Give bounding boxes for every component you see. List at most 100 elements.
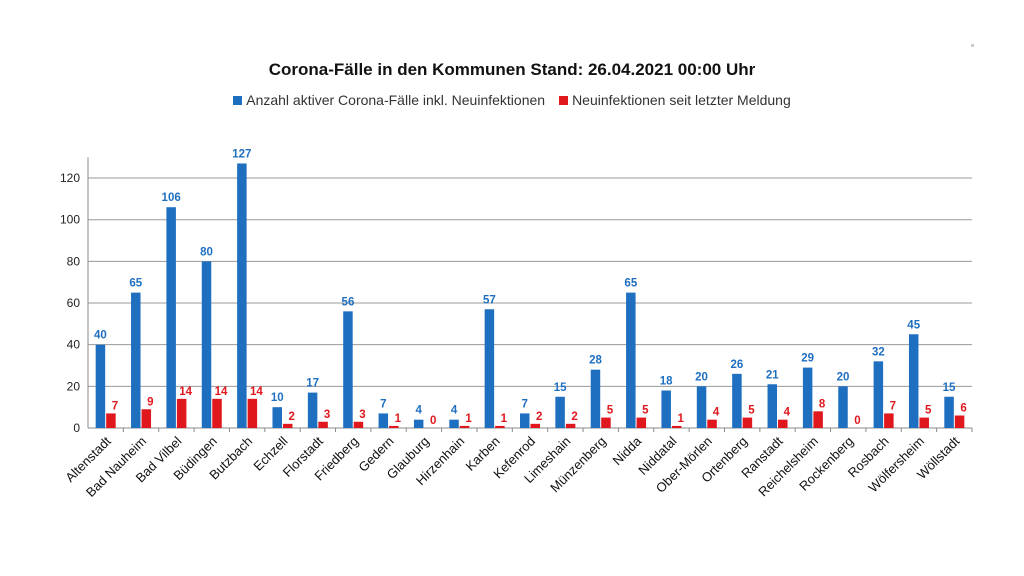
value-label-active: 80 (200, 246, 213, 258)
bar-new (530, 423, 540, 428)
value-label-new: 14 (250, 386, 263, 398)
value-label-new: 14 (179, 386, 192, 398)
y-tick-label: 40 (67, 338, 81, 352)
value-label-active: 45 (907, 319, 920, 331)
value-label-active: 57 (483, 294, 496, 306)
bar-active (272, 407, 282, 428)
value-label-new: 7 (890, 400, 896, 412)
bar-active (520, 413, 530, 428)
bar-active (307, 392, 318, 428)
value-label-new: 6 (960, 403, 966, 415)
value-label-new: 0 (854, 415, 860, 427)
y-tick-label: 120 (60, 171, 80, 185)
chart-title: Corona-Fälle in den Kommunen Stand: 26.0… (268, 60, 756, 79)
value-label-new: 4 (713, 407, 720, 419)
bar-new (353, 421, 364, 428)
value-label-new: 9 (147, 396, 153, 408)
value-label-new: 14 (215, 386, 228, 398)
value-label-new: 3 (324, 409, 330, 421)
value-label-new: 2 (571, 411, 577, 423)
bar-new (954, 415, 965, 428)
y-tick-label: 0 (73, 421, 80, 435)
value-label-new: 2 (536, 411, 542, 423)
value-label-new: 2 (289, 411, 295, 423)
legend-swatch-active (233, 95, 243, 105)
value-label-active: 65 (129, 278, 142, 290)
value-label-new: 7 (112, 400, 118, 412)
value-label-active: 15 (943, 382, 956, 394)
bar-new (106, 413, 116, 428)
value-label-new: 1 (465, 413, 472, 425)
bar-active (732, 373, 742, 428)
y-tick-label: 20 (67, 379, 81, 393)
value-label-active: 40 (94, 330, 107, 342)
bar-active (201, 261, 212, 428)
value-label-active: 65 (624, 278, 637, 290)
value-label-new: 5 (748, 405, 755, 417)
bar-new (141, 409, 152, 428)
bar-active (802, 367, 813, 428)
value-label-new: 5 (925, 405, 932, 417)
bar-active (767, 384, 778, 428)
bar-active (131, 292, 141, 428)
bar-active (449, 419, 459, 428)
value-label-active: 29 (801, 353, 814, 365)
legend-label-active: Anzahl aktiver Corona-Fälle inkl. Neuinf… (246, 92, 546, 108)
bar-new (636, 417, 647, 428)
value-label-active: 20 (837, 371, 850, 383)
value-label-active: 32 (872, 346, 885, 358)
value-label-new: 1 (501, 413, 508, 425)
bar-active (908, 334, 919, 428)
bar-new (884, 413, 894, 428)
legend-item-new: Neuinfektionen seit letzter Meldung (559, 92, 791, 108)
bar-active (237, 163, 247, 429)
bar-active (484, 309, 495, 428)
value-label-active: 7 (522, 398, 528, 410)
bar-new (707, 419, 717, 428)
legend: Anzahl aktiver Corona-Fälle inkl. Neuinf… (0, 92, 1024, 108)
bar-new (282, 423, 293, 428)
bar-active (378, 413, 389, 428)
bar-new (176, 398, 187, 428)
bar-active (95, 344, 106, 428)
y-tick-label: 80 (67, 254, 81, 268)
bar-new (565, 423, 576, 428)
value-label-new: 1 (677, 413, 684, 425)
bar-active (838, 386, 848, 428)
bar-active (661, 390, 671, 428)
value-label-active: 20 (695, 371, 708, 383)
bar-new (813, 411, 823, 428)
value-label-new: 1 (395, 413, 402, 425)
y-tick-label: 60 (67, 296, 81, 310)
bar-new (247, 398, 258, 428)
value-label-active: 21 (766, 369, 779, 381)
value-label-new: 0 (430, 415, 436, 427)
legend-item-active: Anzahl aktiver Corona-Fälle inkl. Neuinf… (233, 92, 545, 108)
value-label-new: 4 (784, 407, 791, 419)
value-label-active: 15 (554, 382, 567, 394)
bar-new (212, 398, 222, 428)
value-label-active: 17 (306, 378, 319, 390)
value-label-active: 18 (660, 376, 673, 388)
legend-label-new: Neuinfektionen seit letzter Meldung (572, 92, 791, 108)
value-label-active: 28 (589, 355, 602, 367)
bar-new (389, 425, 399, 428)
bar-new (742, 417, 753, 428)
bar-active (590, 369, 601, 428)
value-label-new: 5 (642, 405, 649, 417)
value-label-active: 4 (415, 405, 422, 417)
bar-active (696, 386, 707, 428)
bar-active (626, 292, 636, 428)
value-label-new: 5 (607, 405, 614, 417)
bar-active (413, 419, 424, 428)
value-label-active: 56 (342, 296, 355, 308)
value-label-active: 127 (232, 148, 251, 160)
value-label-active: 4 (451, 405, 458, 417)
bar-new (778, 419, 788, 428)
value-label-new: 3 (359, 409, 365, 421)
y-tick-label: 100 (60, 213, 80, 227)
value-label-active: 10 (271, 392, 284, 404)
bar-new (601, 417, 611, 428)
bar-active (873, 361, 884, 428)
